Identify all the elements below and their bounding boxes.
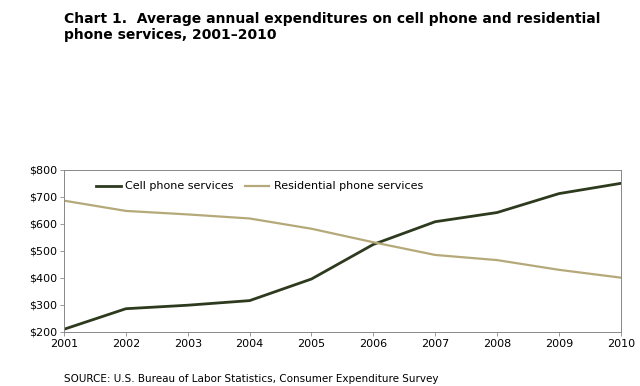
Residential phone services [555, 267, 563, 272]
Legend: Cell phone services, Residential phone services: Cell phone services, Residential phone s… [92, 177, 428, 196]
Cell phone services [308, 277, 316, 281]
Residential phone services [369, 240, 377, 245]
Residential phone services [617, 275, 625, 280]
Residential phone services [308, 227, 316, 231]
Cell phone services [246, 298, 253, 303]
Residential phone services [122, 208, 130, 213]
Cell phone services [493, 210, 501, 215]
Cell phone services [617, 181, 625, 186]
Residential phone services [431, 252, 439, 257]
Cell phone services [431, 219, 439, 224]
Cell phone services [555, 191, 563, 196]
Residential phone services [184, 212, 191, 217]
Residential phone services [60, 198, 68, 203]
Text: SOURCE: U.S. Bureau of Labor Statistics, Consumer Expenditure Survey: SOURCE: U.S. Bureau of Labor Statistics,… [64, 374, 438, 384]
Cell phone services [122, 306, 130, 311]
Residential phone services [246, 216, 253, 221]
Text: Chart 1.  Average annual expenditures on cell phone and residential
phone servic: Chart 1. Average annual expenditures on … [64, 12, 600, 42]
Residential phone services [493, 258, 501, 262]
Cell phone services [184, 303, 191, 308]
Cell phone services [369, 242, 377, 247]
Cell phone services [60, 327, 68, 332]
Line: Residential phone services: Residential phone services [64, 201, 621, 278]
Line: Cell phone services: Cell phone services [64, 183, 621, 329]
